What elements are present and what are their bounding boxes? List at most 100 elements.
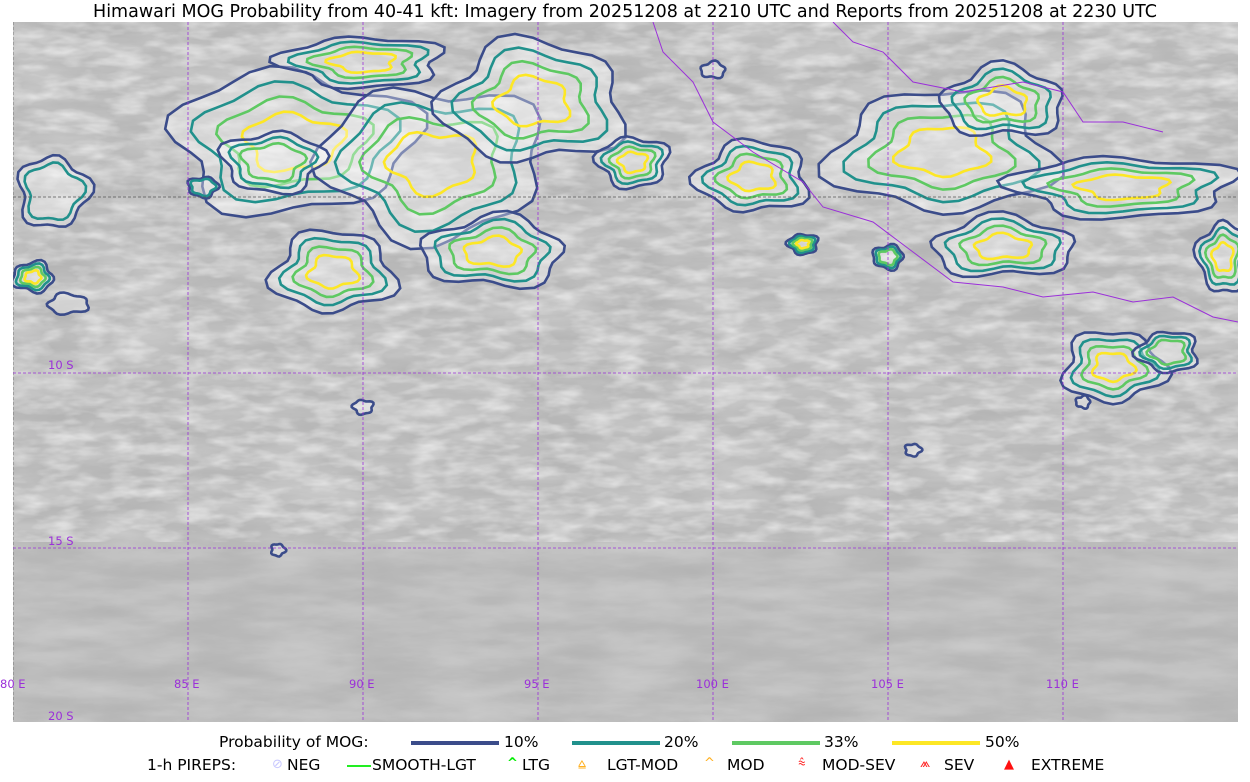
pirep-label-ltg: LTG xyxy=(522,756,550,774)
sev-icon: ⩕ xyxy=(920,756,931,771)
contour-33pct xyxy=(867,113,1017,191)
pirep-label-lgt-mod: LGT-MOD xyxy=(607,756,679,774)
contour-10pct xyxy=(1074,393,1092,411)
lat-label: 10 S xyxy=(48,358,74,372)
contour-10pct xyxy=(16,153,96,228)
contour-20pct xyxy=(950,67,1052,131)
contour-20pct xyxy=(189,177,218,198)
contour-50pct xyxy=(972,231,1034,261)
contour-33pct xyxy=(470,59,590,140)
contour-33pct xyxy=(238,141,309,183)
neg-circle-icon: ⊘ xyxy=(272,757,283,772)
contour-20pct xyxy=(433,217,552,283)
lat-label: 15 S xyxy=(48,534,74,548)
contour-33pct xyxy=(607,145,657,180)
contour-10pct xyxy=(937,58,1064,138)
contour-33pct xyxy=(305,45,414,80)
contour-20pct xyxy=(1069,338,1162,399)
contour-10pct xyxy=(45,291,91,317)
contour-50pct xyxy=(1090,351,1139,384)
contour-50pct xyxy=(1070,173,1173,202)
contour-20pct xyxy=(14,262,52,292)
contour-20pct xyxy=(277,236,389,307)
legend-swatch-10 xyxy=(411,741,499,745)
contour-20pct xyxy=(943,217,1062,273)
contour-20pct xyxy=(787,234,817,255)
legend-label-20: 20% xyxy=(664,733,699,751)
contour-20pct xyxy=(700,144,800,207)
legend-label-33: 33% xyxy=(824,733,859,751)
contour-33pct xyxy=(18,265,47,289)
pirep-label-smooth-lgt: SMOOTH-LGT xyxy=(372,756,476,774)
contour-33pct xyxy=(448,226,538,276)
contour-20pct xyxy=(450,46,609,152)
lat-lon-grid xyxy=(13,22,1238,722)
contour-10pct xyxy=(903,442,924,458)
lgt-mod-caret-icon: ⩠ xyxy=(578,757,586,772)
contour-50pct xyxy=(726,160,777,193)
contour-33pct xyxy=(1045,167,1196,208)
satellite-map xyxy=(13,22,1238,722)
lon-label: 85 E xyxy=(174,677,200,691)
contour-50pct xyxy=(1209,240,1235,273)
legend-swatch-50 xyxy=(892,741,980,745)
contour-33pct xyxy=(214,95,375,189)
contour-20pct xyxy=(1020,160,1220,215)
mog-contours xyxy=(13,32,1238,558)
contour-50pct xyxy=(462,234,524,269)
contour-50pct xyxy=(23,268,43,285)
mod-caret-icon: ^ xyxy=(704,756,715,771)
contour-50pct xyxy=(491,73,572,128)
contour-33pct xyxy=(1145,338,1187,366)
pirep-label-extreme: EXTREME xyxy=(1031,756,1105,774)
contour-33pct xyxy=(791,236,814,252)
contour-33pct xyxy=(1079,344,1150,391)
chart-title: Himawari MOG Probability from 40-41 kft:… xyxy=(93,2,1157,22)
pirep-label-sev: SEV xyxy=(944,756,975,774)
ltg-caret-icon: ^ xyxy=(507,756,518,771)
contour-50pct xyxy=(976,83,1029,117)
lat-label: 20 S xyxy=(48,709,74,723)
contour-20pct xyxy=(23,161,88,222)
contour-20pct xyxy=(842,101,1041,204)
contour-50pct xyxy=(304,253,362,290)
contour-20pct xyxy=(286,40,430,85)
smooth-lgt-line-icon xyxy=(347,765,371,767)
legend-swatch-33 xyxy=(732,741,820,745)
contour-33pct xyxy=(713,152,789,200)
lon-label: 100 E xyxy=(696,677,729,691)
lon-label: 105 E xyxy=(871,677,904,691)
contour-20pct xyxy=(1198,225,1238,286)
pireps-legend: 1-h PIREPS: ⊘ NEG SMOOTH-LGT ^ LTG ⩠ LGT… xyxy=(0,756,1250,776)
lon-label: 80 E xyxy=(0,677,26,691)
legend-label-10: 10% xyxy=(504,733,539,751)
contour-20pct xyxy=(874,245,903,270)
contour-20pct xyxy=(333,101,521,234)
contour-50pct xyxy=(891,125,993,179)
contour-20pct xyxy=(599,140,665,186)
contour-50pct xyxy=(382,130,478,199)
contour-20pct xyxy=(227,135,320,190)
pireps-legend-title: 1-h PIREPS: xyxy=(147,756,237,774)
contour-33pct xyxy=(958,224,1048,267)
probability-legend: Probability of MOG: 10% 20% 33% 50% xyxy=(0,733,1250,753)
lon-label: 95 E xyxy=(524,677,550,691)
contour-10pct xyxy=(308,86,543,251)
mod-sev-icon: ⩯ xyxy=(798,756,806,771)
contour-50pct xyxy=(615,150,650,175)
legend-swatch-20 xyxy=(572,741,660,745)
extreme-triangle-icon: ▲ xyxy=(1004,757,1014,772)
contour-50pct xyxy=(794,238,811,250)
coastline xyxy=(652,22,1238,323)
contour-33pct xyxy=(877,247,899,267)
lon-label: 90 E xyxy=(349,677,375,691)
contour-33pct xyxy=(1203,233,1238,279)
contour-33pct xyxy=(963,75,1041,124)
contour-50pct xyxy=(324,50,397,75)
probability-legend-title: Probability of MOG: xyxy=(219,733,369,751)
contour-33pct xyxy=(291,245,375,299)
contour-10pct xyxy=(418,209,567,291)
contour-10pct xyxy=(270,542,288,558)
legend-label-50: 50% xyxy=(985,733,1020,751)
pirep-label-mod-sev: MOD-SEV xyxy=(822,756,896,774)
